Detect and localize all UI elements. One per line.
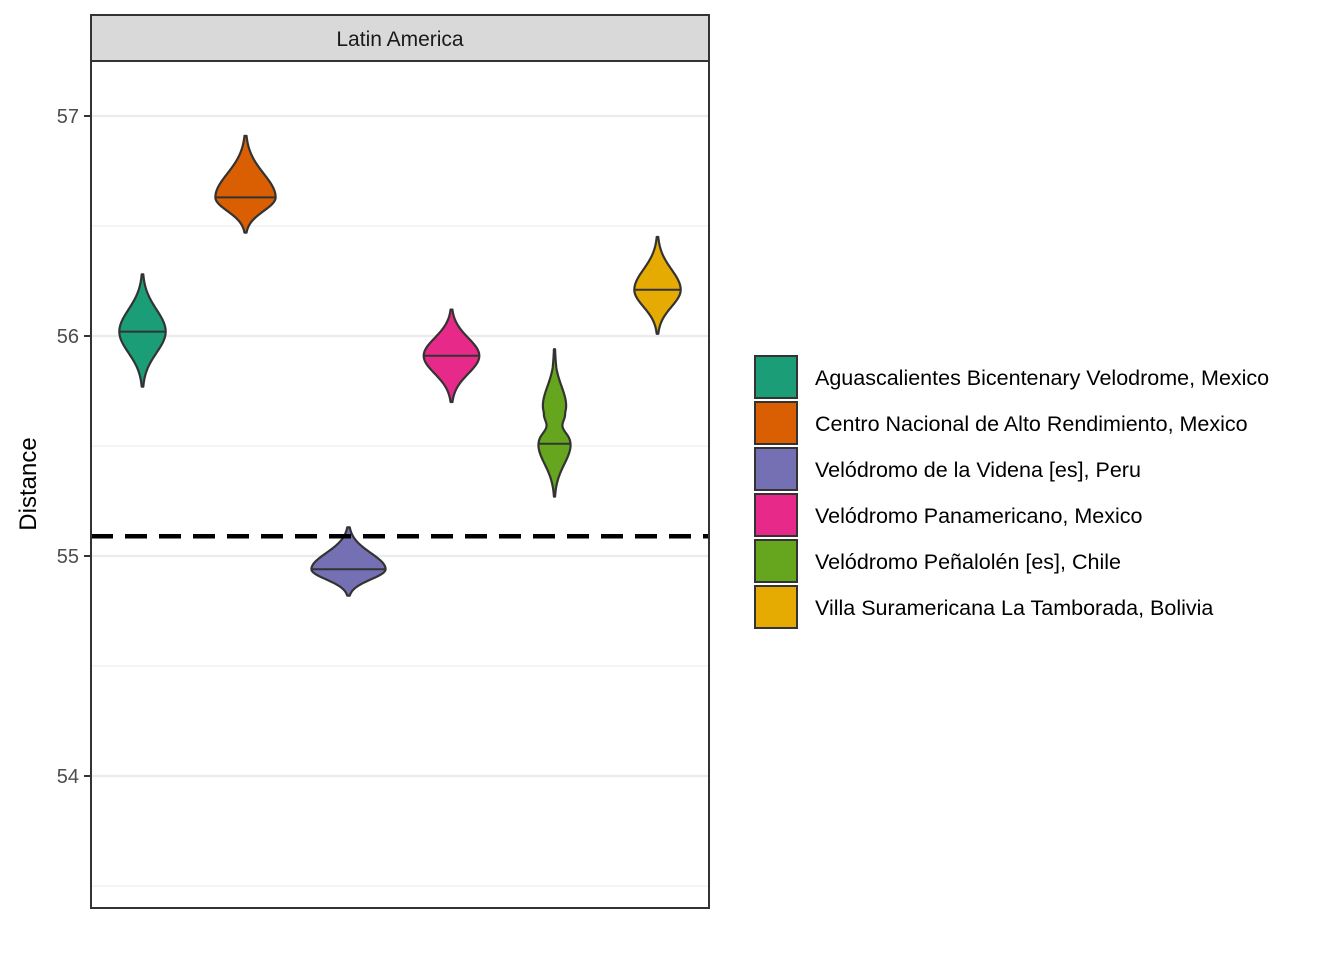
legend-label-4: Velódromo Peñalolén [es], Chile (815, 550, 1121, 574)
legend-key-5 (754, 585, 798, 629)
legend-label-5: Villa Suramericana La Tamborada, Bolivia (815, 596, 1213, 620)
violin-2 (310, 526, 387, 597)
y-tick-label: 57 (57, 106, 79, 128)
y-tick-label: 54 (57, 766, 79, 788)
legend-key-1 (754, 401, 798, 445)
facet-strip: Latin America (90, 14, 710, 62)
legend-label-3: Velódromo Panamericano, Mexico (815, 504, 1142, 528)
legend-label-1: Centro Nacional de Alto Rendimiento, Mex… (815, 412, 1248, 436)
y-tick-label: 56 (57, 326, 79, 348)
y-axis: 54 55 56 57 (57, 106, 91, 788)
violins (118, 134, 682, 597)
facet-strip-background (90, 14, 710, 62)
legend-label-2: Velódromo de la Videna [es], Peru (815, 458, 1141, 482)
y-tick-label: 55 (57, 546, 79, 568)
facet-label: Latin America (336, 28, 464, 51)
legend: Aguascalientes Bicentenary Velodrome, Me… (754, 355, 1269, 629)
y-axis-title: Distance (15, 437, 42, 530)
legend-label-0: Aguascalientes Bicentenary Velodrome, Me… (815, 366, 1269, 390)
violin-0 (118, 273, 167, 388)
legend-key-0 (754, 355, 798, 399)
legend-key-3 (754, 493, 798, 537)
violin-1 (214, 134, 277, 234)
violin-4 (537, 348, 572, 498)
legend-key-2 (754, 447, 798, 491)
legend-key-4 (754, 539, 798, 583)
panel-background (91, 61, 709, 908)
gridlines (91, 114, 709, 887)
plot-panel (91, 61, 709, 908)
violin-5 (633, 235, 682, 335)
